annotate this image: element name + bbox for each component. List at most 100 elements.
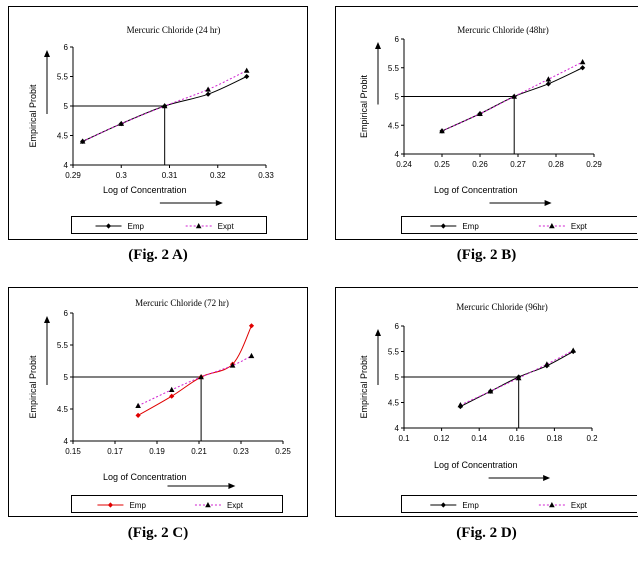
chart-b-legend: Emp Expt: [401, 216, 637, 234]
chart-d-legend-label-expt: Expt: [571, 501, 588, 510]
chart-d-point-expt: [544, 361, 550, 367]
chart-b-line-emp: [441, 67, 583, 132]
chart-d-point-expt: [515, 375, 522, 381]
chart-b-up-arrowhead: [375, 42, 381, 49]
chart-a-series-expt: [79, 67, 250, 144]
chart-a-xlabel: Log of Concentration: [103, 185, 187, 195]
chart-panel-d: Mercuric Chloride (96hr) 4 4.5 5 5.5 6 0.1 0.12…: [335, 287, 638, 517]
chart-d-xtick-label: 0.16: [509, 434, 525, 443]
chart-d-point-expt: [570, 347, 576, 353]
chart-c-point-emp: [169, 393, 175, 399]
chart-a-svg: Mercuric Chloride (24 hr) 4 4.5 5 5.5 6 0.29 0.…: [28, 25, 274, 206]
chart-a-point-expt: [79, 138, 86, 144]
chart-c-xtick-label: 0.25: [275, 447, 291, 456]
chart-b-xtick-label: 0.28: [548, 160, 564, 169]
chart-b-xtick-label: 0.29: [586, 160, 602, 169]
chart-a-legend-label-expt: Expt: [218, 222, 235, 231]
chart-a-legend: Emp Expt: [71, 216, 267, 234]
chart-b-point-emp: [545, 81, 551, 87]
chart-a-title: Mercuric Chloride (24 hr): [127, 25, 221, 35]
chart-c-xtick-label: 0.15: [65, 447, 81, 456]
chart-d-xtick-label: 0.14: [471, 434, 487, 443]
chart-d-ytick-label: 4: [395, 424, 400, 433]
chart-a-xtick-label: 0.3: [116, 171, 128, 180]
chart-c-point-emp: [248, 323, 255, 329]
chart-a-legend-label-emp: Emp: [128, 222, 145, 231]
chart-d-xlabel: Log of Concentration: [434, 460, 518, 470]
chart-c-ytick-label: 6: [64, 309, 69, 318]
chart-d-up-arrowhead: [375, 329, 381, 336]
chart-d-legend-marker-expt: [549, 502, 555, 508]
chart-c-svg: Mercuric Chloride (72 hr) 4 4.5 5 5.5 6 0.15 0.…: [28, 298, 291, 489]
caption-fig-2a: (Fig. 2 A): [128, 247, 188, 263]
chart-c-ytick-label: 4: [64, 437, 69, 446]
chart-d-ylabel: Empirical Probit: [359, 355, 369, 419]
chart-c-xtick-label: 0.21: [191, 447, 207, 456]
chart-b-point-expt: [579, 59, 586, 65]
chart-b-xtick-label: 0.27: [510, 160, 526, 169]
chart-a-point-emp: [205, 91, 211, 97]
chart-d-title: Mercuric Chloride (96hr): [456, 302, 547, 312]
chart-c-legend: Emp Expt: [71, 495, 283, 513]
chart-c-line-emp: [137, 325, 252, 416]
chart-b-ytick-label: 4.5: [388, 121, 400, 130]
caption-fig-2d: (Fig. 2 D): [456, 525, 517, 541]
chart-b-svg: Mercuric Chloride (48hr) 4 4.5 5 5.5 6 0.24 0.2…: [359, 25, 602, 206]
chart-d-right-arrowhead: [543, 475, 551, 481]
chart-panel-a: Mercuric Chloride (24 hr) 4 4.5 5 5.5 6 0.29 0.…: [8, 6, 308, 240]
chart-d-legend: Emp Expt: [401, 495, 637, 513]
chart-b-point-expt: [545, 76, 552, 82]
chart-a-point-expt: [205, 86, 211, 92]
chart-c-ylabel: Empirical Probit: [28, 355, 38, 419]
chart-c-xlabel: Log of Concentration: [103, 472, 187, 482]
chart-b-legend-label-emp: Emp: [462, 222, 479, 231]
chart-b-legend-marker-expt: [549, 223, 555, 229]
chart-b-ylabel: Empirical Probit: [359, 74, 369, 138]
chart-a-point-expt: [118, 120, 125, 126]
chart-b-ytick-label: 5: [395, 93, 400, 102]
chart-d-legend-label-emp: Emp: [462, 501, 479, 510]
chart-b-ytick-label: 5.5: [388, 64, 400, 73]
chart-c-legend-label-emp: Emp: [129, 501, 146, 510]
chart-d-svg: Mercuric Chloride (96hr) 4 4.5 5 5.5 6 0.1 0.12…: [359, 302, 598, 481]
chart-panel-b: Mercuric Chloride (48hr) 4 4.5 5 5.5 6 0.24 0.2…: [335, 6, 638, 240]
chart-a-legend-marker-emp: [105, 223, 112, 229]
chart-c-series-emp: [135, 323, 255, 418]
chart-a-up-arrowhead: [44, 50, 50, 57]
chart-c-point-expt: [168, 386, 175, 392]
chart-c-point-expt: [198, 374, 204, 380]
chart-a-point-emp: [244, 73, 250, 80]
chart-b-ytick-label: 6: [395, 35, 400, 44]
chart-d-series-expt: [457, 347, 576, 408]
chart-b-series-emp: [439, 65, 586, 134]
chart-c-legend-marker-emp: [107, 502, 114, 508]
chart-c-right-arrowhead: [228, 483, 236, 489]
chart-c-legend-label-expt: Expt: [227, 501, 244, 510]
chart-c-xtick-label: 0.19: [149, 447, 165, 456]
chart-b-point-expt: [477, 110, 483, 116]
chart-b-xtick-label: 0.24: [396, 160, 412, 169]
chart-c-title: Mercuric Chloride (72 hr): [135, 298, 229, 308]
chart-a-point-expt: [161, 103, 168, 109]
chart-c-point-expt: [248, 352, 255, 359]
chart-b-xlabel: Log of Concentration: [434, 185, 518, 195]
chart-c-up-arrowhead: [44, 316, 50, 323]
chart-b-legend-marker-emp: [440, 223, 446, 229]
chart-a-xtick-label: 0.31: [162, 171, 178, 180]
chart-d-ytick-label: 5: [395, 373, 400, 382]
chart-a-xtick-label: 0.33: [258, 171, 274, 180]
chart-b-right-arrowhead: [544, 200, 552, 206]
chart-b-xtick-label: 0.26: [472, 160, 488, 169]
caption-fig-2c: (Fig. 2 C): [127, 525, 189, 541]
chart-c-series-expt: [135, 352, 255, 408]
chart-d-xtick-label: 0.18: [547, 434, 563, 443]
chart-b-point-expt: [511, 93, 517, 99]
chart-a-xtick-label: 0.29: [65, 171, 81, 180]
chart-d-point-expt: [487, 388, 494, 394]
chart-d-xtick-label: 0.1: [398, 434, 410, 443]
caption-fig-2b: (Fig. 2 B): [456, 247, 517, 263]
chart-d-xtick-label: 0.2: [586, 434, 598, 443]
chart-c-point-expt: [135, 402, 141, 408]
chart-c-ytick-label: 4.5: [57, 405, 69, 414]
chart-d-xtick-label: 0.12: [434, 434, 450, 443]
